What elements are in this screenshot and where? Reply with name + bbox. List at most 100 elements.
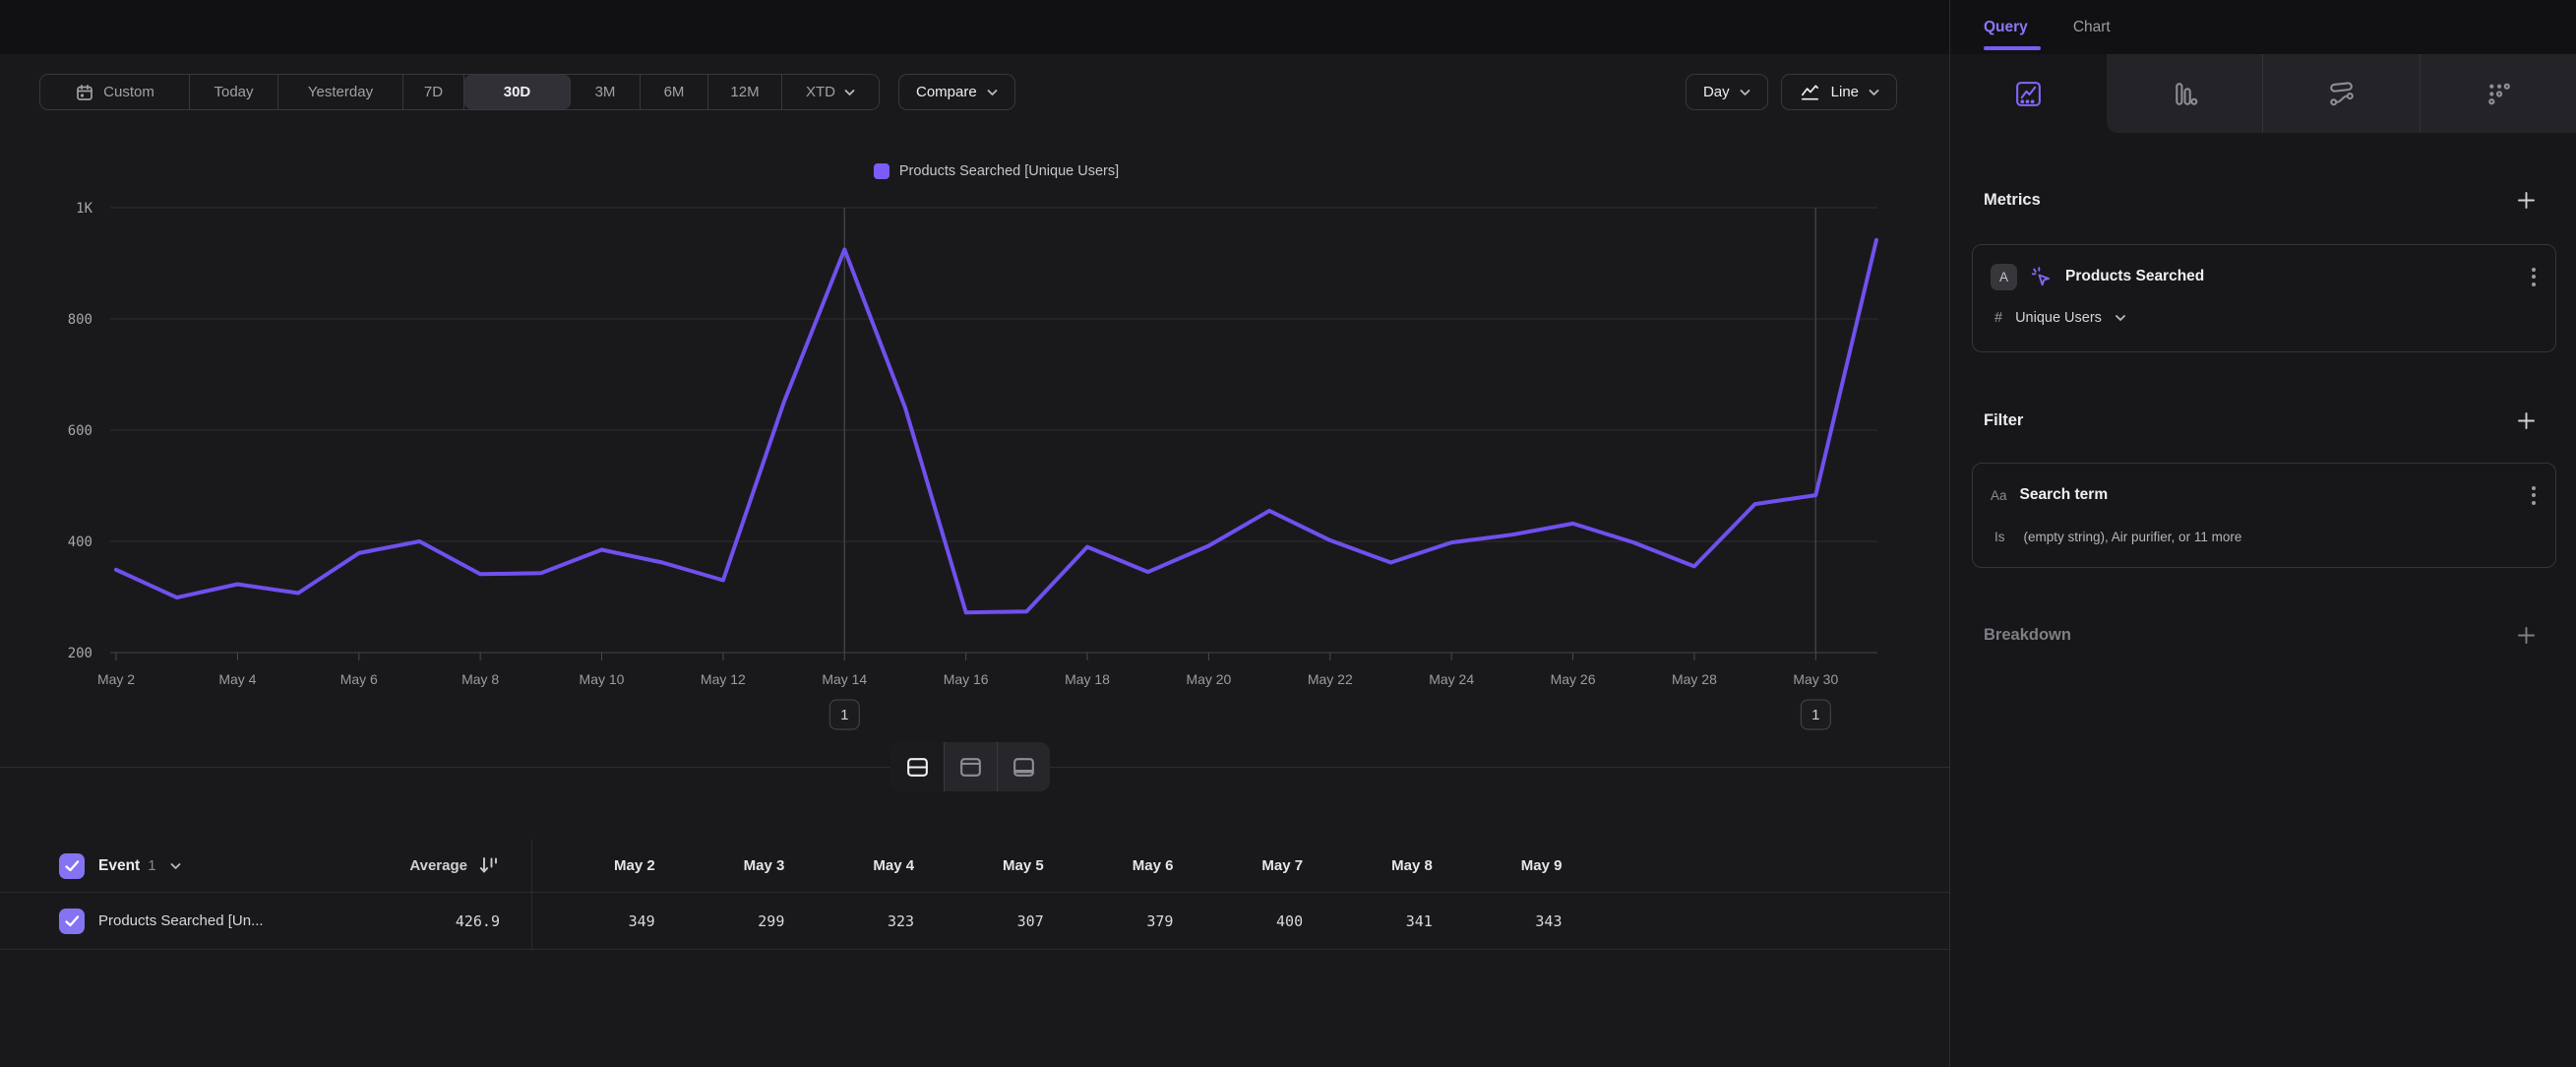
split-view-button[interactable] (890, 742, 944, 791)
aggregation-prefix: # (1994, 310, 2003, 326)
retention-tab[interactable] (2419, 54, 2576, 133)
svg-text:400: 400 (68, 534, 92, 550)
top-strip (0, 0, 1949, 54)
table-value-cell: 400 (1276, 911, 1304, 930)
table-value-cell: 299 (758, 911, 785, 930)
filter-operator[interactable]: Is (1994, 529, 2005, 544)
table-value-cell: 379 (1146, 911, 1174, 930)
table-date-header: May 2 (613, 857, 655, 874)
sort-icon[interactable] (477, 854, 500, 877)
date-range-yesterday[interactable]: Yesterday (278, 75, 403, 109)
active-tab-underline (1984, 46, 2041, 50)
chevron-down-icon (844, 89, 855, 96)
chart-legend: Products Searched [Unique Users] (116, 160, 1876, 182)
tab-query[interactable]: Query (1984, 18, 2028, 35)
svg-text:May 18: May 18 (1065, 671, 1110, 687)
funnels-tab[interactable] (2106, 54, 2262, 133)
svg-text:1: 1 (840, 707, 848, 723)
svg-text:May 28: May 28 (1672, 671, 1717, 687)
table-date-header: May 3 (743, 857, 785, 874)
date-range-xtd[interactable]: XTD (782, 75, 879, 109)
chart-only-view-button[interactable] (944, 742, 997, 791)
date-range-7d[interactable]: 7D (403, 75, 464, 109)
table-column-divider (531, 840, 532, 950)
table-data-row[interactable]: Products Searched [Un... 426.9 349 299 323… (0, 893, 1949, 950)
metric-card[interactable]: A Products Searched # Unique Users (1972, 244, 2556, 352)
svg-text:May 6: May 6 (340, 671, 378, 687)
svg-text:May 4: May 4 (218, 671, 256, 687)
svg-text:May 20: May 20 (1186, 671, 1231, 687)
date-range-3m[interactable]: 3M (571, 75, 641, 109)
granularity-label: Day (1702, 84, 1730, 100)
add-filter-button[interactable] (2516, 410, 2537, 431)
aggregation-selector[interactable]: Unique Users (2015, 310, 2102, 326)
granularity-button[interactable]: Day (1685, 74, 1768, 110)
svg-text:200: 200 (68, 646, 92, 661)
table-date-header: May 8 (1391, 857, 1433, 874)
table-header-row: Event 1 Average May 2 May 3 May 4 May 5 May … (0, 840, 1949, 893)
series-name: Products Searched [Un... (98, 912, 264, 929)
svg-text:600: 600 (68, 423, 92, 439)
date-range-30d[interactable]: 30D (464, 75, 571, 109)
filter-value[interactable]: (empty string), Air purifier, or 11 more (2023, 529, 2242, 544)
legend-label: Products Searched [Unique Users] (898, 163, 1120, 179)
date-range-today[interactable]: Today (190, 75, 278, 109)
table-value-cell: 341 (1405, 911, 1433, 930)
event-column-label: Event (98, 856, 141, 874)
series-average-value: 426.9 (455, 911, 500, 930)
table-only-view-button[interactable] (997, 742, 1050, 791)
table-date-header: May 4 (873, 857, 915, 874)
tab-chart[interactable]: Chart (2072, 18, 2111, 35)
metric-kebab-menu[interactable] (2528, 264, 2540, 290)
chart-type-button[interactable]: Line (1780, 74, 1897, 110)
metric-name[interactable]: Products Searched (2065, 268, 2205, 284)
breakdown-section-heading: Breakdown (1984, 622, 2537, 648)
chevron-down-icon (1740, 89, 1750, 96)
chevron-down-icon (1869, 89, 1879, 96)
event-checkbox[interactable] (59, 852, 85, 879)
date-range-custom[interactable]: Custom (40, 75, 190, 109)
filter-kebab-menu[interactable] (2528, 482, 2540, 509)
legend-swatch (873, 163, 889, 179)
string-property-icon: Aa (1991, 487, 2007, 503)
query-sidebar: Query Chart (1949, 0, 2576, 1067)
line-chart-icon (1799, 81, 1821, 103)
compare-label: Compare (916, 84, 977, 100)
svg-text:May 22: May 22 (1308, 671, 1353, 687)
table-value-cell: 349 (628, 911, 655, 930)
table-date-header: May 6 (1132, 857, 1174, 874)
table-value-cell: 343 (1535, 911, 1563, 930)
flows-tab[interactable] (2262, 54, 2420, 133)
table-value-cell: 307 (1016, 911, 1044, 930)
date-range-6m[interactable]: 6M (641, 75, 708, 109)
svg-text:1: 1 (1811, 707, 1819, 723)
svg-text:May 30: May 30 (1793, 671, 1838, 687)
sidebar-tab-bar: Query Chart (1950, 0, 2576, 54)
calendar-icon (75, 83, 94, 102)
metrics-section-heading: Metrics (1984, 187, 2537, 213)
filter-card[interactable]: Aa Search term Is (empty string), Air pu… (1972, 463, 2556, 568)
add-metric-button[interactable] (2516, 190, 2537, 211)
date-range-12m[interactable]: 12M (708, 75, 782, 109)
table-date-header: May 7 (1261, 857, 1304, 874)
main-panel: Custom Today Yesterday 7D 30D 3M 6M 12M XTD Comp… (0, 0, 1949, 950)
chevron-down-icon[interactable] (2115, 314, 2126, 322)
compare-button[interactable]: Compare (898, 74, 1015, 110)
svg-text:May 8: May 8 (461, 671, 499, 687)
svg-text:800: 800 (68, 312, 92, 328)
svg-text:May 16: May 16 (944, 671, 989, 687)
add-breakdown-button[interactable] (2516, 625, 2537, 646)
table-value-cell: 323 (887, 911, 915, 930)
average-column-label: Average (409, 857, 467, 874)
insights-tab[interactable] (1950, 54, 2107, 133)
chevron-down-icon[interactable] (170, 862, 181, 870)
line-chart[interactable]: 1K 800 600 400 200 May 2 May 4 May 6 May 8 May 10… (0, 118, 1949, 768)
svg-text:May 10: May 10 (580, 671, 625, 687)
filter-section-heading: Filter (1984, 408, 2537, 433)
report-type-tabs (1950, 54, 2576, 133)
svg-text:May 24: May 24 (1429, 671, 1474, 687)
date-range-group: Custom Today Yesterday 7D 30D 3M 6M 12M XTD (39, 74, 880, 110)
svg-text:1K: 1K (76, 201, 92, 217)
series-checkbox[interactable] (59, 908, 85, 934)
filter-property-name[interactable]: Search term (2019, 486, 2109, 503)
